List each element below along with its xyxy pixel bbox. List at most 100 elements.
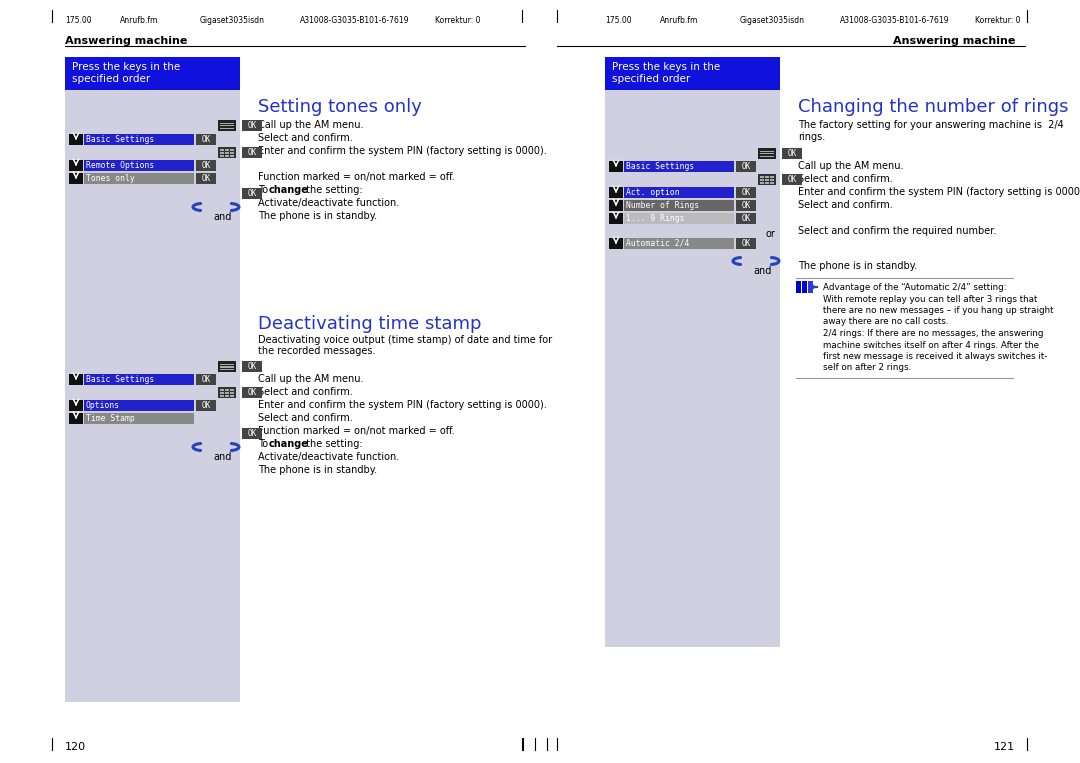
Bar [220,128,234,129]
Bar [225,395,229,398]
Bar [69,374,83,385]
Text: Press the keys in the: Press the keys in the [612,62,720,72]
Bar [65,57,240,702]
Bar [195,160,216,171]
Bar [69,400,83,411]
Bar [220,395,224,398]
Bar [220,155,224,157]
Text: the recorded messages.: the recorded messages. [258,346,376,356]
Bar [765,176,769,179]
Bar [760,176,764,179]
Text: the setting:: the setting: [303,439,363,449]
Bar [242,120,262,131]
Bar [218,361,237,372]
Bar [220,149,224,151]
Text: With remote replay you can tell after 3 rings that: With remote replay you can tell after 3 … [823,295,1038,304]
Text: Automatic 2/4: Automatic 2/4 [626,239,689,248]
Bar [230,392,234,394]
Bar [218,120,237,131]
Bar [195,134,216,145]
Text: machine switches itself on after 4 rings. After the: machine switches itself on after 4 rings… [823,340,1039,349]
Text: Tones only: Tones only [86,174,135,183]
Text: The phone is in standby.: The phone is in standby. [798,261,917,271]
Text: Call up the AM menu.: Call up the AM menu. [798,161,904,171]
Bar [242,188,262,199]
Bar [624,161,734,172]
Text: Function marked = on/not marked = off.: Function marked = on/not marked = off. [258,172,455,182]
Text: first new message is received it always switches it-: first new message is received it always … [823,352,1048,361]
Bar [735,187,756,198]
Bar [609,238,623,249]
Text: 175.00: 175.00 [605,16,632,25]
Bar [735,238,756,249]
Text: Basic Settings: Basic Settings [86,135,154,144]
Bar [69,160,83,171]
Text: 1... 9 Rings: 1... 9 Rings [626,214,685,223]
Bar [760,156,774,157]
Bar [770,182,774,185]
Text: Basic Settings: Basic Settings [86,375,154,384]
Bar [220,392,224,394]
Bar [735,200,756,211]
Bar [225,152,229,154]
Bar [220,152,224,154]
Bar [770,179,774,182]
Text: Select and confirm the required number.: Select and confirm the required number. [798,226,997,236]
Text: Act. option: Act. option [626,188,679,197]
Bar [84,173,194,184]
Bar [624,213,734,224]
Bar [220,389,224,391]
Bar [735,213,756,224]
Text: there are no new messages – if you hang up straight: there are no new messages – if you hang … [823,306,1053,315]
Bar [195,173,216,184]
Text: Answering machine: Answering machine [893,36,1015,46]
Bar [802,281,807,293]
Bar [225,392,229,394]
Text: Select and confirm.: Select and confirm. [798,200,893,210]
Text: change: change [269,439,309,449]
Bar [195,374,216,385]
Text: Enter and confirm the system PIN (factory setting is 0000).: Enter and confirm the system PIN (factor… [258,146,546,156]
Bar [735,161,756,172]
Bar [782,148,802,159]
Bar [220,366,234,368]
Bar [225,149,229,151]
Bar [230,155,234,157]
Text: OK: OK [247,148,257,157]
Text: OK: OK [741,162,751,171]
Bar [242,387,262,398]
Text: OK: OK [201,161,211,170]
Bar [218,147,237,158]
Text: Press the keys in the: Press the keys in the [72,62,180,72]
Text: OK: OK [247,121,257,130]
Bar [220,363,234,365]
Text: Select and confirm.: Select and confirm. [798,174,893,184]
Text: 120: 120 [65,742,86,752]
Text: rings.: rings. [798,132,825,142]
Text: OK: OK [247,388,257,397]
Text: Call up the AM menu.: Call up the AM menu. [258,374,364,384]
Bar [195,400,216,411]
Text: Gigaset3035isdn: Gigaset3035isdn [740,16,805,25]
Bar [609,213,623,224]
Text: OK: OK [201,135,211,144]
Bar [760,182,764,185]
Text: and: and [213,212,231,222]
Text: Answering machine: Answering machine [65,36,187,46]
Text: Anrufb.fm: Anrufb.fm [120,16,159,25]
Text: OK: OK [201,174,211,183]
Text: OK: OK [247,189,257,198]
Text: specified order: specified order [612,74,690,84]
Bar [624,238,734,249]
Bar [225,155,229,157]
Text: Remote Options: Remote Options [86,161,154,170]
Text: Gigaset3035isdn: Gigaset3035isdn [200,16,265,25]
Text: Time Stamp: Time Stamp [86,414,135,423]
Text: A31008-G3035-B101-6-7619: A31008-G3035-B101-6-7619 [300,16,409,25]
Bar [609,187,623,198]
Text: OK: OK [787,149,797,158]
Text: and: and [753,266,771,276]
Text: Advantage of the “Automatic 2/4” setting:: Advantage of the “Automatic 2/4” setting… [823,283,1007,292]
Bar [758,174,777,185]
Bar [624,187,734,198]
